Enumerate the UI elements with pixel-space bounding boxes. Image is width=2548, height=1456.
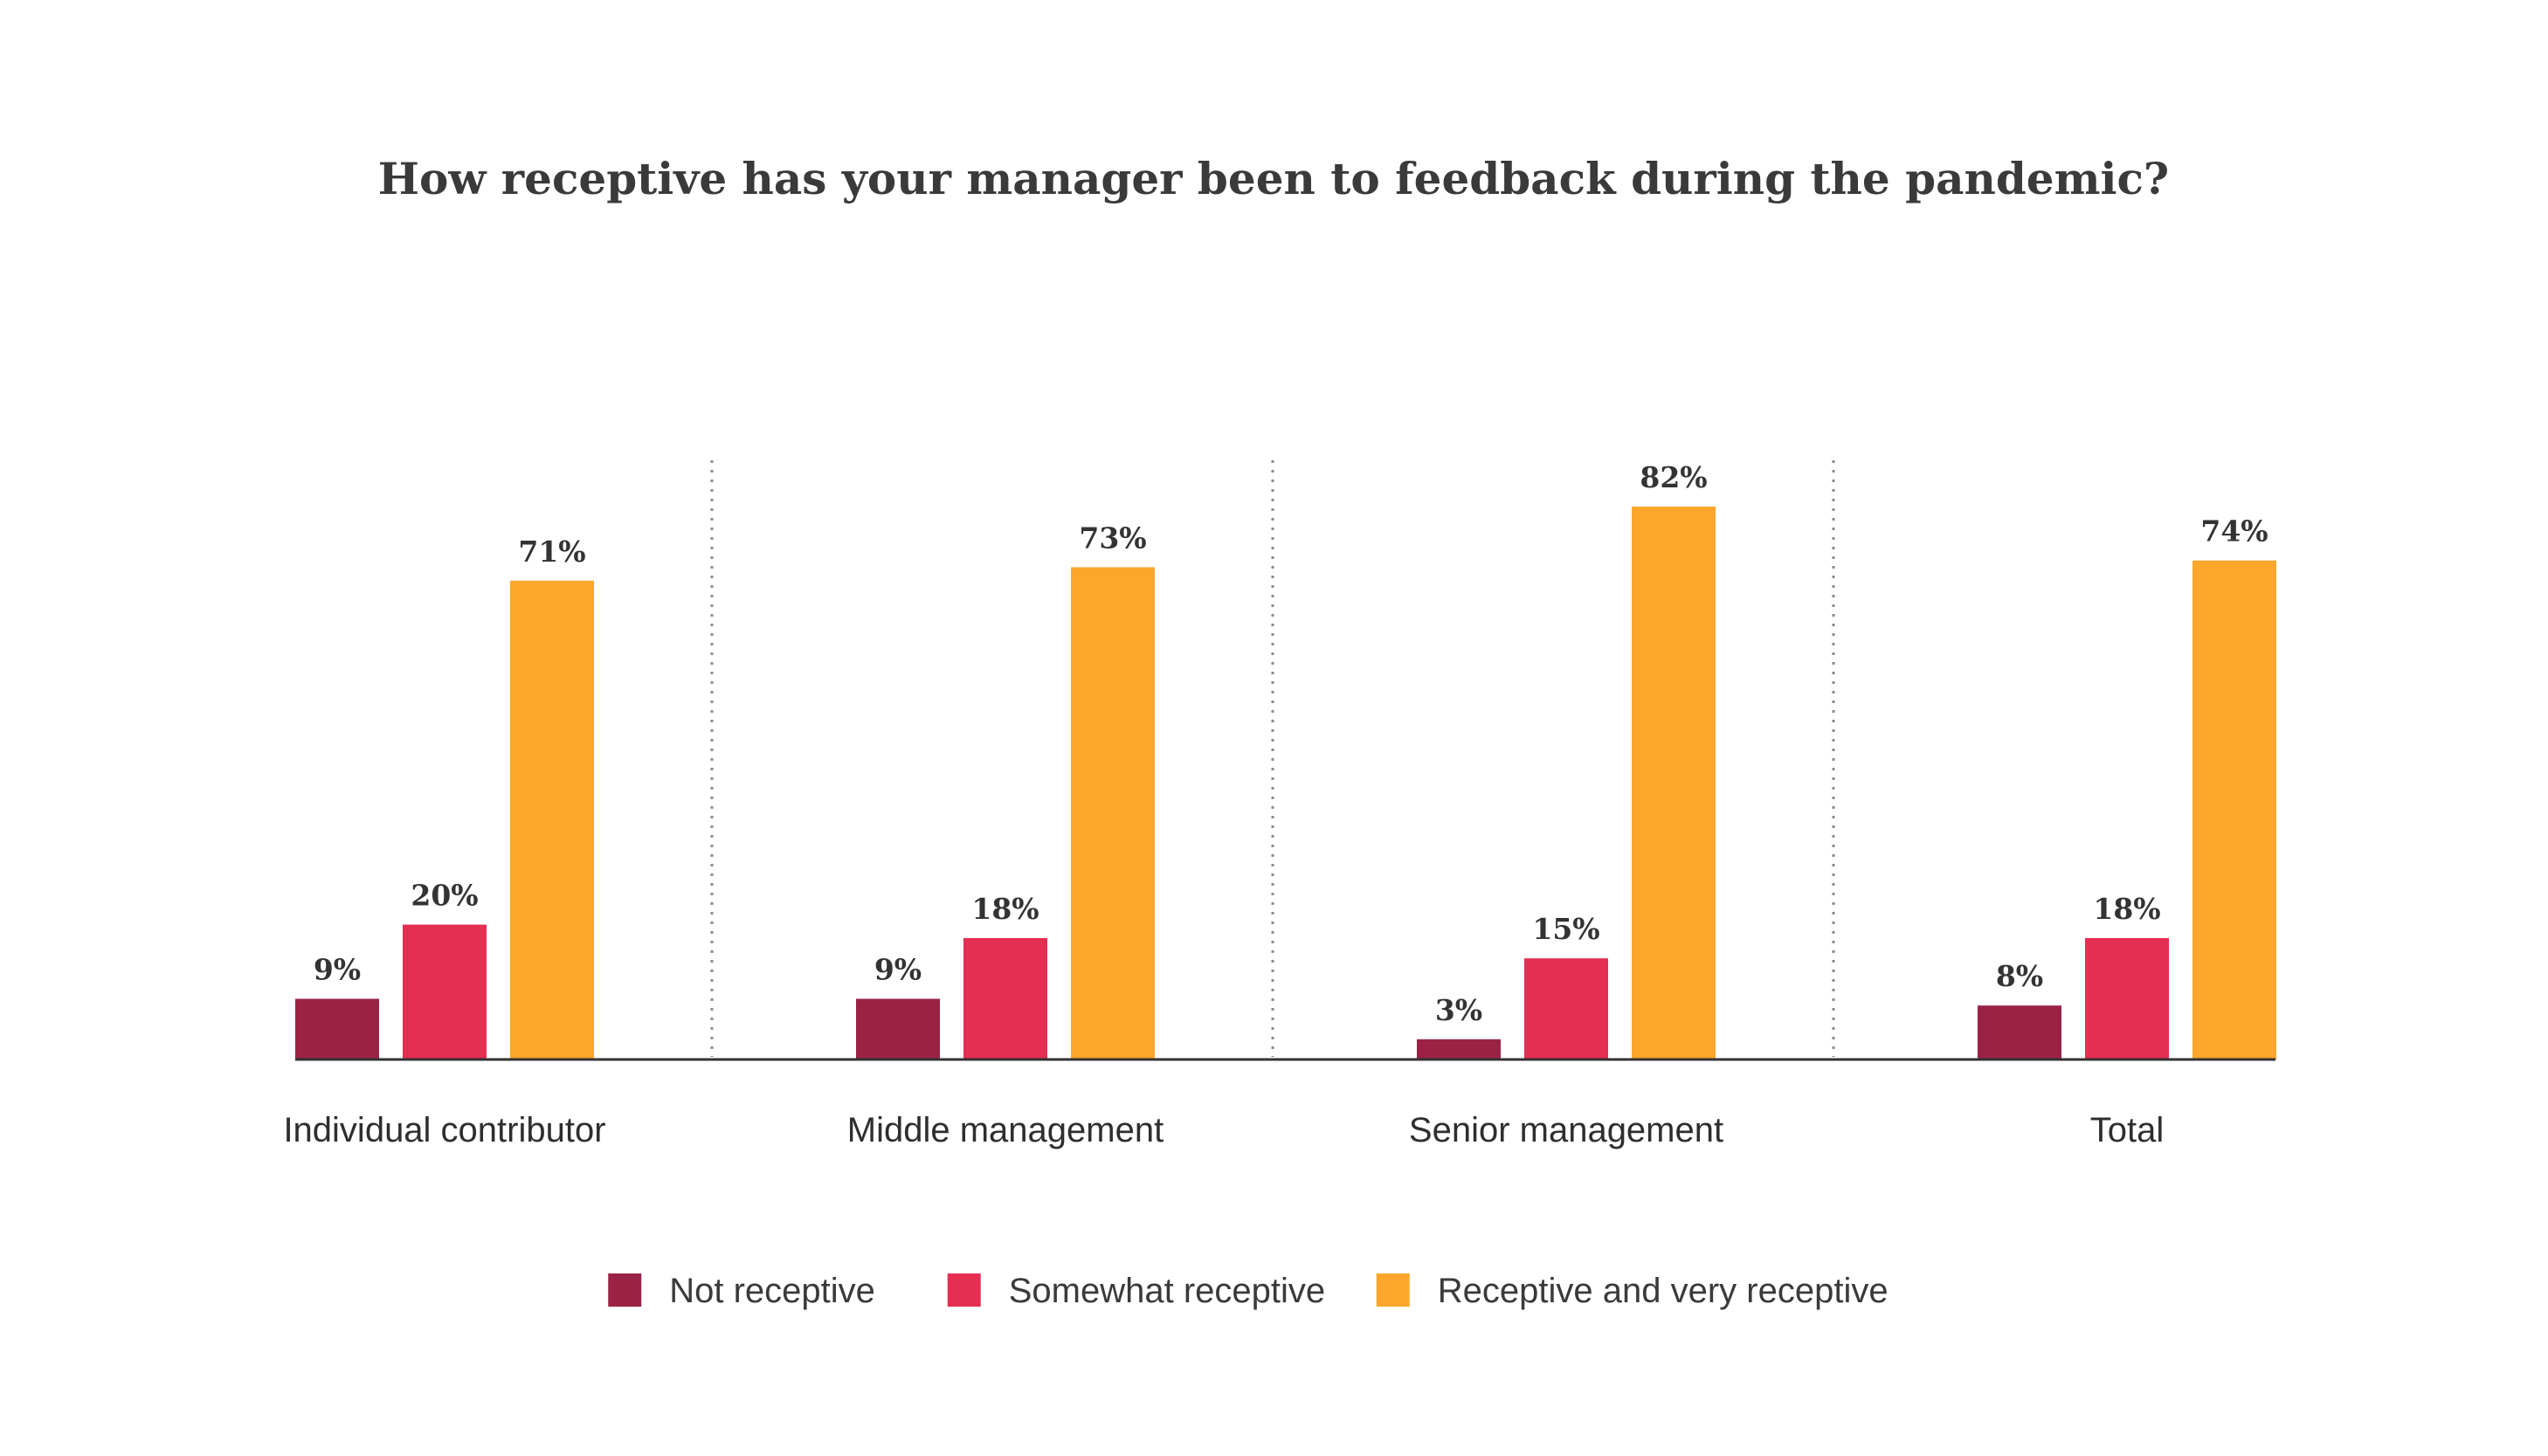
bar-total-receptive-and-very-receptive [2192, 560, 2276, 1059]
data-label-total-receptive-and-very-receptive: 74% [2200, 514, 2268, 549]
category-label-middle-management: Middle management [847, 1111, 1164, 1149]
bar-total-somewhat-receptive [2085, 938, 2169, 1059]
data-label-individual-contributor-receptive-and-very-receptive: 71% [518, 535, 585, 569]
group-separators [710, 460, 1835, 1057]
data-label-middle-management-somewhat-receptive: 18% [971, 892, 1039, 926]
legend: Not receptive Somewhat receptive Receptive… [608, 1272, 1889, 1310]
legend-swatch-not-receptive [608, 1273, 642, 1307]
category-labels-layer: Individual contributor Middle management S… [283, 1111, 2164, 1149]
category-label-senior-management: Senior management [1409, 1111, 1723, 1149]
bar-individual-contributor-receptive-and-very-receptive [510, 580, 594, 1059]
legend-swatch-receptive-and-very-receptive [1376, 1273, 1410, 1307]
category-label-individual-contributor: Individual contributor [283, 1111, 605, 1149]
bar-individual-contributor-not-receptive [295, 998, 379, 1059]
category-label-total: Total [2090, 1111, 2165, 1149]
bar-senior-management-receptive-and-very-receptive [1632, 506, 1716, 1059]
bar-middle-management-somewhat-receptive [963, 938, 1047, 1059]
bar-middle-management-receptive-and-very-receptive [1071, 567, 1155, 1059]
legend-label-somewhat-receptive: Somewhat receptive [1009, 1272, 1325, 1310]
data-label-senior-management-not-receptive: 3% [1435, 993, 1482, 1027]
legend-swatch-somewhat-receptive [947, 1273, 981, 1307]
data-label-senior-management-receptive-and-very-receptive: 82% [1640, 460, 1707, 494]
legend-label-not-receptive: Not receptive [669, 1272, 875, 1310]
data-label-middle-management-not-receptive: 9% [874, 953, 922, 987]
data-label-total-not-receptive: 8% [1996, 959, 2043, 993]
data-label-individual-contributor-somewhat-receptive: 20% [411, 879, 478, 913]
data-label-total-somewhat-receptive: 18% [2093, 892, 2160, 926]
bar-senior-management-not-receptive [1417, 1039, 1501, 1059]
chart-title: How receptive has your manager been to f… [378, 153, 2169, 204]
bars-layer [295, 506, 2276, 1059]
data-label-senior-management-somewhat-receptive: 15% [1532, 912, 1599, 946]
bar-middle-management-not-receptive [856, 998, 940, 1059]
data-label-middle-management-receptive-and-very-receptive: 73% [1079, 521, 1146, 555]
data-label-individual-contributor-not-receptive: 9% [314, 953, 361, 987]
bar-individual-contributor-somewhat-receptive [403, 924, 487, 1059]
bar-total-not-receptive [1978, 1005, 2061, 1059]
legend-label-receptive-and-very-receptive: Receptive and very receptive [1438, 1272, 1889, 1310]
data-labels-layer: 9% 20% 71% 9% 18% 73% 3% 15% 82% 8% 18% 74% [314, 460, 2268, 1027]
bar-senior-management-somewhat-receptive [1524, 958, 1608, 1059]
